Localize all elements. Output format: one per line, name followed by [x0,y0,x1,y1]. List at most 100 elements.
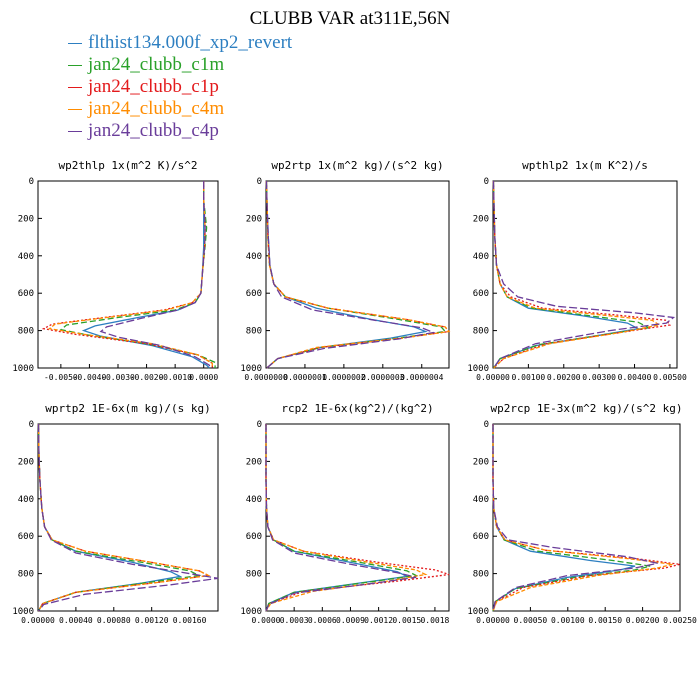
series-line [492,424,681,612]
x-tick-label: 0.0000003 [361,373,405,382]
y-tick-label: 800 [473,327,489,337]
legend-swatch [68,64,82,66]
y-tick-label: 400 [473,252,489,262]
x-tick-label: 0.00200 [626,616,660,625]
x-tick-label: 0.00200 [547,373,581,382]
series-line [37,423,202,612]
x-tick-label: 0.00250 [663,616,697,625]
y-tick-label: 400 [246,495,262,505]
y-tick-label: 200 [18,457,34,467]
x-tick-label: 0.0000002 [322,373,366,382]
y-tick-label: 1000 [240,607,262,617]
legend-label: jan24_clubb_c1p [88,76,219,97]
y-tick-label: 600 [246,289,262,299]
x-tick-label: 0.00000 [476,373,510,382]
series-line [492,180,641,369]
y-tick-label: 600 [18,532,34,542]
y-tick-label: 400 [246,252,262,262]
series-line [81,181,210,369]
x-tick-label: 0.0009 [336,616,365,625]
series-line [492,424,636,612]
y-tick-label: 600 [246,532,262,542]
y-tick-label: 1000 [240,364,262,374]
legend-swatch [68,86,82,88]
x-tick-label: 0.00050 [514,616,548,625]
x-tick-label: -0.0010 [158,373,192,382]
legend-swatch [68,42,82,44]
chart-title: wpthlp2 1x(m K^2)/s [522,159,648,172]
legend-label: jan24_clubb_c4m [88,98,225,119]
y-tick-label: 0 [29,420,34,430]
y-tick-label: 200 [246,457,262,467]
y-tick-label: 1000 [12,607,34,617]
y-tick-label: 1000 [12,364,34,374]
x-tick-label: 0.00120 [135,616,169,625]
series-line [265,424,428,612]
x-tick-label: 0.0006 [308,616,337,625]
x-tick-label: 0.00100 [551,616,585,625]
series-line [37,423,219,612]
y-tick-label: 200 [473,214,489,224]
series-line [265,180,447,369]
series-line [492,180,676,369]
y-tick-label: 800 [473,570,489,580]
series-line [265,180,451,369]
series-line [492,424,651,612]
plot-frame [265,423,450,612]
y-tick-label: 800 [246,327,262,337]
x-tick-label: 0.0015 [392,616,421,625]
x-tick-label: 0.0000000 [244,373,288,382]
y-tick-label: 0 [257,420,262,430]
y-tick-label: 400 [473,495,489,505]
x-tick-label: 0.0012 [364,616,393,625]
x-tick-label: 0.0000 [252,616,281,625]
chart-title: rcp2 1E-6x(kg^2)/(kg^2) [281,402,433,415]
x-tick-label: 0.0000 [189,373,218,382]
legend-label: jan24_clubb_c1m [88,54,225,75]
legend-swatch [68,108,82,110]
series-line [492,180,672,369]
legend-entry: flthist134.000f_xp2_revert [68,32,292,54]
x-tick-label: 0.00040 [59,616,93,625]
legend-entry: jan24_clubb_c1m [68,54,292,76]
legend-label: flthist134.000f_xp2_revert [88,32,293,53]
x-tick-label: 0.00500 [653,373,687,382]
plot-frame [492,423,681,612]
y-tick-label: 200 [473,457,489,467]
x-tick-label: 0.00300 [582,373,616,382]
x-tick-label: 0.00080 [97,616,131,625]
plot-frame [265,180,450,369]
y-tick-label: 600 [473,532,489,542]
x-tick-label: 0.0000004 [400,373,444,382]
plot-frame [37,180,219,369]
x-tick-label: -0.0050 [44,373,78,382]
y-tick-label: 1000 [467,607,489,617]
series-line [265,424,419,612]
x-tick-label: -0.0030 [101,373,135,382]
legend-entry: jan24_clubb_c4p [68,120,292,142]
y-tick-label: 1000 [467,364,489,374]
x-tick-label: 0.00000 [21,616,55,625]
x-tick-label: 0.00100 [512,373,546,382]
series-line [492,180,661,369]
x-tick-label: 0.00150 [588,616,622,625]
legend-swatch [68,130,82,132]
x-tick-label: -0.0020 [130,373,164,382]
series-line [265,180,451,369]
plot-frame [492,180,678,369]
y-tick-label: 800 [18,570,34,580]
chart-title: wp2rcp 1E-3x(m^2 kg)/(s^2 kg) [490,402,682,415]
x-tick-label: 0.00000 [476,616,510,625]
y-tick-label: 0 [257,177,262,187]
x-tick-label: 0.00160 [173,616,207,625]
legend-entry: jan24_clubb_c4m [68,98,292,120]
legend-label: jan24_clubb_c4p [88,120,219,141]
series-line [59,181,216,368]
y-tick-label: 400 [18,495,34,505]
series-line [492,424,658,612]
series-line [492,424,673,612]
chart-title: wprtp2 1E-6x(m kg)/(s kg) [45,402,211,415]
chart-title: wp2thlp 1x(m^2 K)/s^2 [58,159,197,172]
x-tick-label: 0.0003 [280,616,309,625]
